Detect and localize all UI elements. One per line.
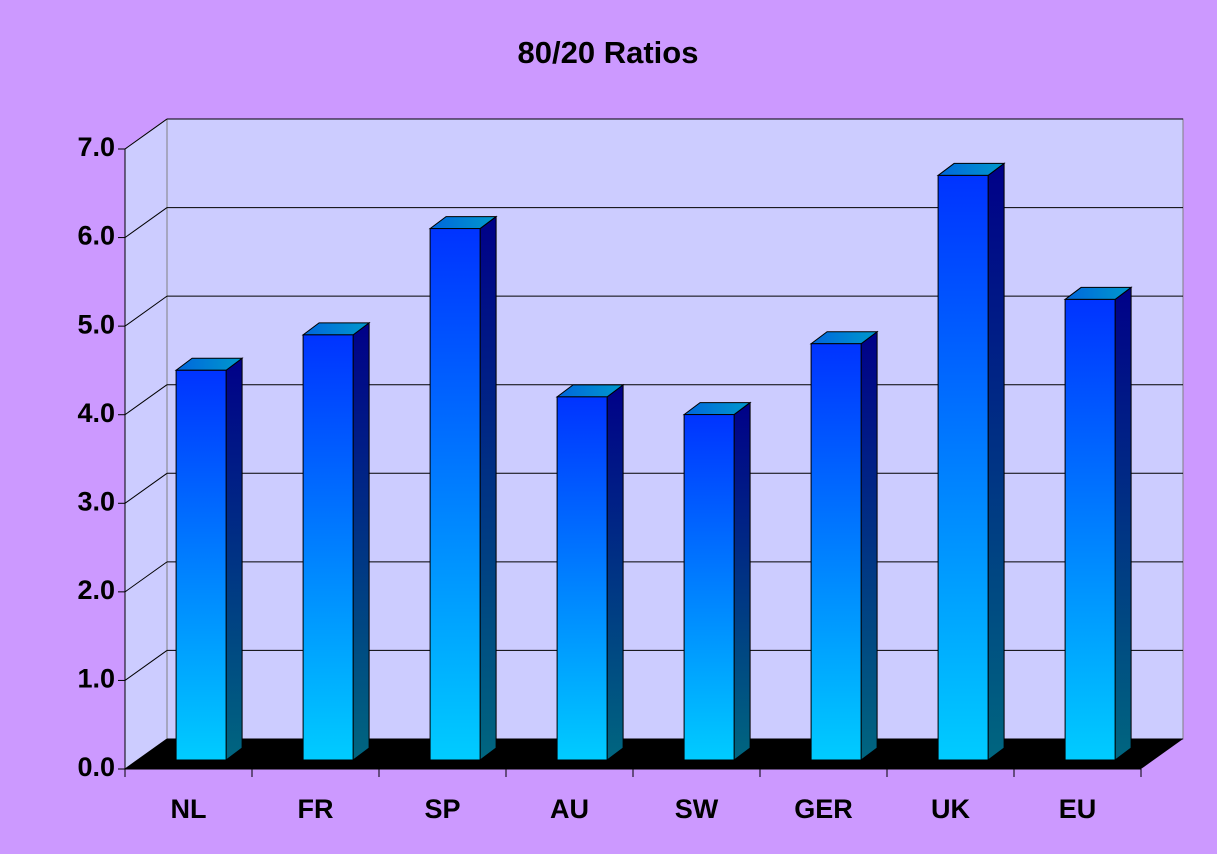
- y-tick-label: 6.0: [77, 221, 115, 251]
- y-tick-label: 0.0: [77, 752, 115, 782]
- x-tick-label: UK: [931, 794, 970, 824]
- bar-side: [225, 357, 243, 761]
- bar: [1064, 298, 1116, 761]
- x-tick-label: AU: [550, 794, 589, 824]
- y-tick-label: 4.0: [77, 398, 115, 428]
- bar-side: [479, 215, 497, 761]
- grid-line-side: [124, 118, 168, 150]
- x-tick-label: SW: [675, 794, 719, 824]
- bar-side: [860, 330, 878, 761]
- grid-line-side: [124, 207, 168, 238]
- bar-side: [733, 401, 751, 761]
- bar-side: [1114, 286, 1132, 761]
- chart-title: 80/20 Ratios: [518, 35, 699, 70]
- bar-side: [606, 383, 624, 761]
- grid-line-side: [124, 472, 168, 504]
- bar: [175, 369, 227, 761]
- grid-line-side: [124, 650, 168, 681]
- x-tick-label: SP: [424, 794, 460, 824]
- y-tick-label: 2.0: [77, 575, 115, 605]
- floor: [125, 739, 1183, 769]
- x-tick-label: NL: [171, 794, 207, 824]
- grid-line-side: [124, 384, 168, 416]
- y-tick-label: 5.0: [77, 309, 115, 339]
- grid-line-side: [124, 295, 168, 327]
- grid-line-side: [124, 561, 168, 593]
- bar-side: [987, 162, 1005, 761]
- y-tick-label: 3.0: [77, 486, 115, 516]
- bar: [429, 228, 481, 761]
- plot-wall: [124, 118, 1184, 770]
- y-tick-label: 7.0: [77, 132, 115, 162]
- bar: [683, 414, 735, 761]
- bar: [810, 343, 862, 761]
- bar: [302, 334, 354, 761]
- bar: [937, 174, 989, 761]
- bar-side: [352, 321, 370, 761]
- x-tick-label: FR: [298, 794, 334, 824]
- x-tick-label: EU: [1059, 794, 1097, 824]
- x-tick-label: GER: [794, 794, 853, 824]
- bar: [556, 396, 608, 761]
- y-tick-label: 1.0: [77, 664, 115, 694]
